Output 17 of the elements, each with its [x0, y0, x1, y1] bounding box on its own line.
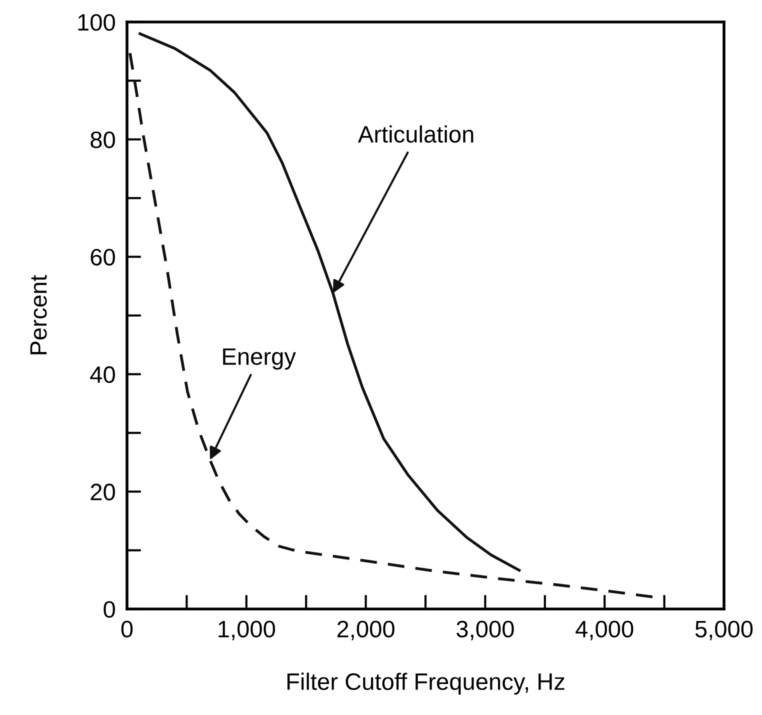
- x-tick-label: 3,000: [456, 620, 514, 640]
- y-tick-label: 0: [104, 601, 115, 618]
- y-tick-label: 20: [90, 484, 115, 500]
- y-tick-label: 60: [90, 248, 115, 266]
- annotation: Energy: [223, 348, 296, 370]
- x-tick-label: 2,000: [337, 620, 394, 640]
- x-tick-label: 1,000: [218, 620, 276, 640]
- x-tick-label: 5,000: [695, 620, 753, 640]
- line-series: [138, 32, 521, 572]
- y-axis-title: Percent: [30, 274, 47, 354]
- y-tick-label: 100: [78, 14, 115, 31]
- x-tick-label: 4,000: [576, 620, 634, 640]
- annotation: Articulation: [358, 125, 474, 143]
- x-axis-title: Filter Cutoff Frequency, Hz: [287, 672, 564, 695]
- x-tick-label: 0: [121, 620, 133, 638]
- y-tick-label: 40: [90, 366, 115, 383]
- y-tick-label: 80: [90, 131, 115, 148]
